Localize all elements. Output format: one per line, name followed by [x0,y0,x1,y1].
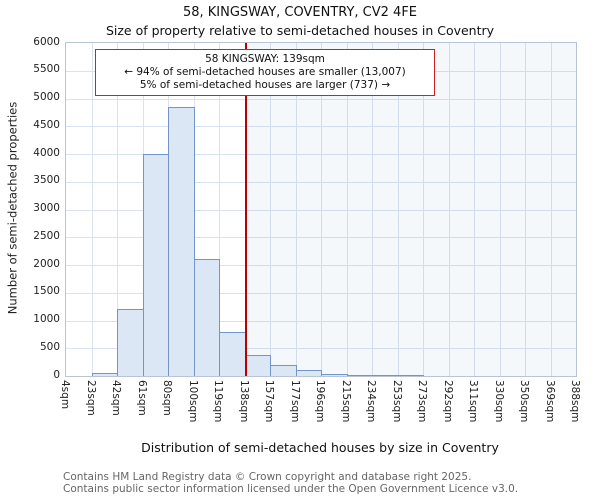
x-tick-label: 330sqm [492,380,505,423]
histogram-bar [346,374,373,376]
grid-line-vertical [372,43,373,376]
annotation-line-smaller: ← 94% of semi-detached houses are smalle… [124,66,406,79]
x-tick-label: 157sqm [263,380,275,423]
x-axis-title: Distribution of semi-detached houses by … [141,440,499,455]
histogram-bar [397,375,424,376]
x-tick-label: 177sqm [288,380,301,423]
x-tick-label: 273sqm [416,380,428,423]
y-tick-label: 500 [39,340,60,353]
grid-line-vertical [244,43,246,376]
x-tick-label: 100sqm [186,380,199,423]
y-tick-label: 0 [53,368,60,381]
y-tick-label: 2000 [33,257,60,270]
grid-line-vertical [525,43,526,376]
histogram-bar [295,370,322,376]
x-tick-label: 369sqm [543,380,556,423]
property-size-marker-line [245,43,247,376]
marker-annotation-box: 58 KINGSWAY: 139sqm ← 94% of semi-detach… [95,49,435,97]
x-tick-label: 23sqm [84,380,97,416]
histogram-bar [321,373,348,376]
grid-line-vertical [346,43,348,376]
histogram-bar [244,355,271,376]
x-tick-label: 292sqm [441,380,454,423]
y-tick-label: 1500 [33,285,60,298]
x-tick-label: 388sqm [569,380,581,423]
y-tick-label: 5500 [33,63,60,76]
grid-line-vertical [91,43,93,376]
larger-properties-shade-region [245,43,576,376]
annotation-line-larger: 5% of semi-detached houses are larger (7… [139,79,391,92]
x-tick-label: 4sqm [59,380,71,410]
y-tick-label: 5000 [33,91,60,103]
histogram-bar [142,154,169,376]
annotation-line-property: 58 KINGSWAY: 139sqm [205,53,325,65]
histogram-bar [117,309,144,376]
x-tick-label: 311sqm [467,380,479,423]
y-tick-label: 4000 [33,146,60,159]
x-tick-label: 119sqm [212,380,224,423]
grid-line-vertical [397,43,399,376]
grid-line-vertical [219,43,220,376]
footer-attribution-line1: Contains HM Land Registry data © Crown c… [63,471,472,483]
plot-area [65,42,577,377]
x-tick-label: 350sqm [518,380,530,423]
footer-attribution-line2: Contains public sector information licen… [63,483,519,495]
grid-line-vertical [423,43,424,376]
grid-line-vertical [270,43,271,376]
y-tick-label: 3500 [33,174,60,187]
histogram-bar [91,372,118,376]
y-tick-label: 3000 [33,202,60,214]
histogram-bar [219,331,246,376]
y-tick-label: 4500 [33,118,60,131]
y-tick-label: 1000 [33,313,60,325]
x-tick-label: 138sqm [237,380,250,423]
grid-line-vertical [550,43,552,376]
y-tick-label: 6000 [33,35,60,48]
grid-line-vertical [295,43,297,376]
histogram-bar [270,364,297,376]
grid-line-vertical [448,43,450,376]
histogram-bar [372,375,399,376]
chart-subtitle: Size of property relative to semi-detach… [105,23,495,38]
histogram-bar [193,259,220,376]
grid-line-vertical [117,43,118,376]
histogram-bar [168,106,195,376]
x-tick-label: 80sqm [161,380,173,416]
x-tick-label: 42sqm [110,380,122,416]
x-tick-label: 253sqm [390,380,403,423]
x-tick-label: 196sqm [314,380,326,423]
grid-line-vertical [321,43,322,376]
x-tick-label: 234sqm [365,380,377,423]
chart-title: 58, KINGSWAY, COVENTRY, CV2 4FE [182,5,418,20]
x-tick-label: 61sqm [135,380,148,416]
y-tick-label: 2500 [33,229,60,242]
x-tick-label: 215sqm [339,380,352,423]
grid-line-vertical [499,43,501,376]
grid-line-vertical [474,43,475,376]
